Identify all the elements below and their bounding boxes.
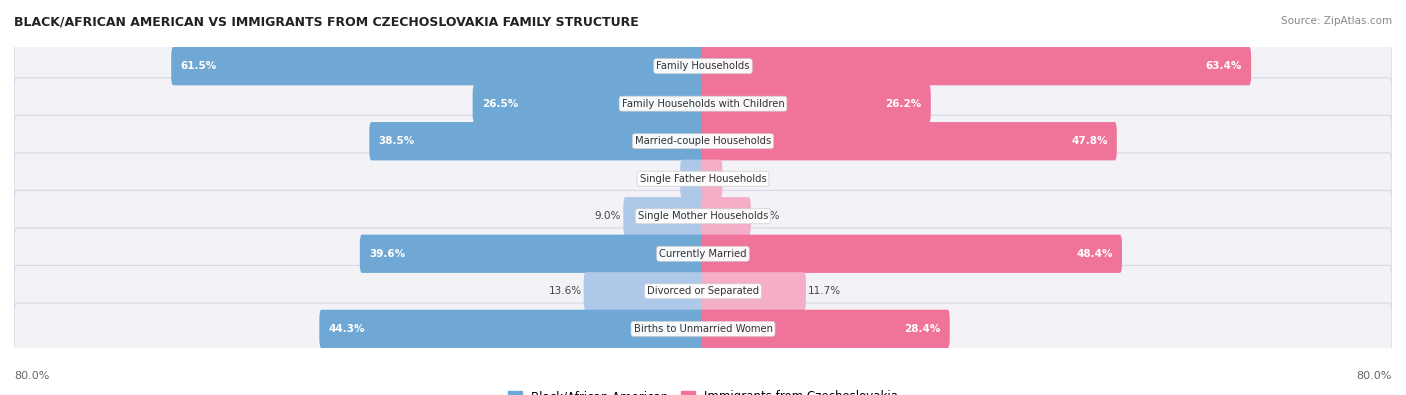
Text: Births to Unmarried Women: Births to Unmarried Women	[634, 324, 772, 334]
FancyBboxPatch shape	[14, 115, 1392, 167]
FancyBboxPatch shape	[700, 272, 806, 310]
FancyBboxPatch shape	[700, 122, 1116, 160]
FancyBboxPatch shape	[14, 153, 1392, 205]
Text: 44.3%: 44.3%	[329, 324, 366, 334]
Text: Family Households: Family Households	[657, 61, 749, 71]
FancyBboxPatch shape	[14, 40, 1392, 92]
FancyBboxPatch shape	[14, 78, 1392, 130]
Text: Source: ZipAtlas.com: Source: ZipAtlas.com	[1281, 16, 1392, 26]
Text: 13.6%: 13.6%	[548, 286, 582, 296]
Text: 63.4%: 63.4%	[1206, 61, 1241, 71]
FancyBboxPatch shape	[700, 85, 931, 123]
FancyBboxPatch shape	[472, 85, 706, 123]
FancyBboxPatch shape	[700, 235, 1122, 273]
Text: Single Mother Households: Single Mother Households	[638, 211, 768, 221]
Text: 2.0%: 2.0%	[724, 174, 751, 184]
Text: 39.6%: 39.6%	[368, 249, 405, 259]
Text: Divorced or Separated: Divorced or Separated	[647, 286, 759, 296]
FancyBboxPatch shape	[700, 160, 723, 198]
Text: 48.4%: 48.4%	[1077, 249, 1114, 259]
Text: 80.0%: 80.0%	[1357, 371, 1392, 381]
Text: Married-couple Households: Married-couple Households	[636, 136, 770, 146]
FancyBboxPatch shape	[14, 190, 1392, 242]
Text: 61.5%: 61.5%	[180, 61, 217, 71]
FancyBboxPatch shape	[172, 47, 706, 85]
FancyBboxPatch shape	[583, 272, 706, 310]
FancyBboxPatch shape	[623, 197, 706, 235]
Text: 80.0%: 80.0%	[14, 371, 49, 381]
FancyBboxPatch shape	[14, 265, 1392, 317]
FancyBboxPatch shape	[370, 122, 706, 160]
FancyBboxPatch shape	[700, 310, 949, 348]
Legend: Black/African American, Immigrants from Czechoslovakia: Black/African American, Immigrants from …	[503, 385, 903, 395]
FancyBboxPatch shape	[360, 235, 706, 273]
Text: 26.5%: 26.5%	[482, 99, 517, 109]
Text: 11.7%: 11.7%	[808, 286, 841, 296]
Text: BLACK/AFRICAN AMERICAN VS IMMIGRANTS FROM CZECHOSLOVAKIA FAMILY STRUCTURE: BLACK/AFRICAN AMERICAN VS IMMIGRANTS FRO…	[14, 16, 638, 29]
Text: Single Father Households: Single Father Households	[640, 174, 766, 184]
FancyBboxPatch shape	[14, 303, 1392, 355]
Text: 28.4%: 28.4%	[904, 324, 941, 334]
FancyBboxPatch shape	[700, 197, 751, 235]
FancyBboxPatch shape	[14, 228, 1392, 280]
FancyBboxPatch shape	[681, 160, 706, 198]
Text: 5.3%: 5.3%	[754, 211, 779, 221]
Text: 2.4%: 2.4%	[651, 174, 678, 184]
Text: 26.2%: 26.2%	[886, 99, 922, 109]
FancyBboxPatch shape	[700, 47, 1251, 85]
Text: 38.5%: 38.5%	[378, 136, 415, 146]
Text: 9.0%: 9.0%	[595, 211, 621, 221]
Text: Currently Married: Currently Married	[659, 249, 747, 259]
FancyBboxPatch shape	[319, 310, 706, 348]
Text: 47.8%: 47.8%	[1071, 136, 1108, 146]
Text: Family Households with Children: Family Households with Children	[621, 99, 785, 109]
